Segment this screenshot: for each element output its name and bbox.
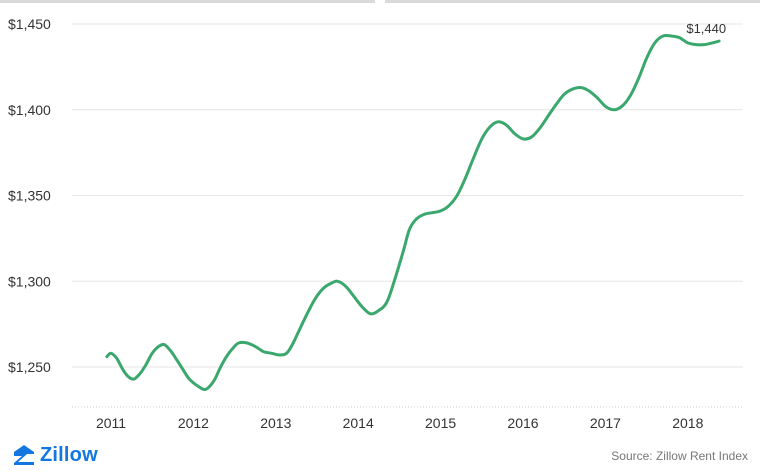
source-note: Source: Zillow Rent Index [611, 449, 748, 463]
y-axis: $1,250 $1,300 $1,350 $1,400 $1,450 [8, 16, 51, 375]
zillow-logo[interactable]: Zillow [12, 443, 98, 467]
x-axis: 2011 2012 2013 2014 2015 2016 2017 2018 [96, 415, 704, 431]
y-tick-label-1300: $1,300 [8, 273, 51, 289]
x-tick-label-2014: 2014 [343, 415, 374, 431]
y-tick-label-1350: $1,350 [8, 188, 51, 204]
x-tick-label-2011: 2011 [96, 415, 126, 431]
x-tick-label-2015: 2015 [425, 415, 456, 431]
line-chart: $1,250$1,300$1,350$1,400$1,450 2011 2012 2… [8, 16, 743, 431]
series [105, 33, 721, 391]
y-tick-label-1400: $1,400 [8, 102, 51, 118]
x-tick-label-2013: 2013 [260, 415, 291, 431]
gridlines [72, 23, 743, 408]
zillow-logo-icon [14, 445, 34, 465]
annotations: $1,440 [686, 21, 726, 36]
last-value-label: $1,440 [686, 21, 726, 36]
x-tick-label-2018: 2018 [672, 415, 703, 431]
x-tick-label-2016: 2016 [507, 415, 538, 431]
footer [0, 438, 760, 475]
brand-name: Zillow [40, 443, 98, 466]
x-tick-label-2017: 2017 [590, 415, 621, 431]
series-line-0 [105, 33, 721, 391]
y-tick-label-1250: $1,250 [8, 359, 51, 375]
top-divider-left [0, 0, 375, 3]
top-divider-right [385, 0, 760, 3]
y-tick-label-1450: $1,450 [8, 16, 51, 32]
x-tick-label-2012: 2012 [178, 415, 209, 431]
